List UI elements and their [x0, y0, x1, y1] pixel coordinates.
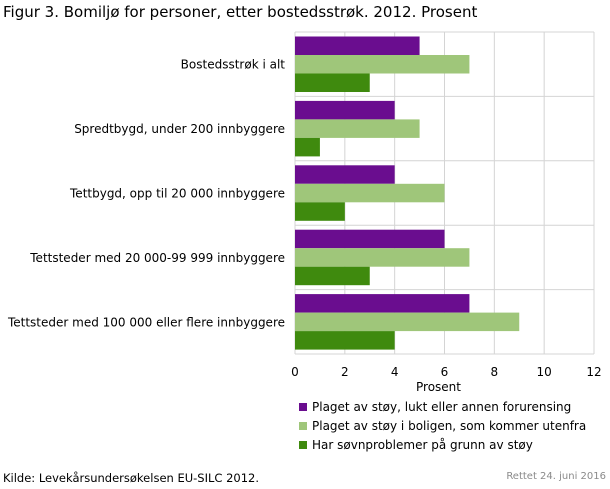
bar-5-3	[295, 331, 395, 350]
bar-4-2	[295, 248, 470, 267]
bar-3-1	[295, 165, 395, 184]
legend-swatch-3	[299, 441, 307, 449]
category-label: Bostedsstrøk i alt	[181, 58, 286, 72]
category-label: Tettsteder med 100 000 eller flere innby…	[7, 315, 285, 329]
x-tick-label: 10	[537, 365, 552, 379]
x-axis-ticks: 0 2 4 6 8 10 12	[291, 365, 601, 379]
x-tick-label: 6	[441, 365, 449, 379]
legend-label-1: Plaget av støy, lukt eller annen foruren…	[312, 400, 571, 414]
legend-swatch-2	[299, 422, 307, 430]
category-label: Spredtbygd, under 200 innbyggere	[74, 122, 285, 136]
bar-2-2	[295, 119, 420, 138]
category-label: Tettsteder med 20 000-99 999 innbyggere	[29, 251, 285, 265]
bar-4-3	[295, 266, 370, 286]
legend-label-3: Har søvnproblemer på grunn av støy	[312, 438, 533, 452]
bar-3-3	[295, 202, 345, 221]
legend-label-2: Plaget av støy i boligen, som kommer ute…	[312, 419, 586, 433]
bar-3-2	[295, 183, 445, 203]
legend-swatch-1	[299, 403, 307, 411]
bar-5-1	[295, 294, 470, 313]
legend: Plaget av støy, lukt eller annen foruren…	[299, 400, 586, 452]
bar-2-3	[295, 137, 320, 157]
x-tick-label: 2	[341, 365, 349, 379]
chart-title: Figur 3. Bomiljø for personer, etter bos…	[3, 3, 478, 21]
x-tick-label: 12	[586, 365, 601, 379]
bar-1-3	[295, 73, 370, 92]
revision-note: Rettet 24. juni 2016	[506, 471, 606, 482]
x-tick-label: 4	[391, 365, 399, 379]
bar-1-2	[295, 55, 470, 74]
x-tick-label: 8	[491, 365, 499, 379]
x-tick-label: 0	[291, 365, 299, 379]
bar-1-1	[295, 36, 420, 55]
bar-2-1	[295, 100, 395, 120]
bar-5-2	[295, 312, 520, 332]
source-note: Kilde: Levekårsundersøkelsen EU-SILC 201…	[3, 471, 259, 485]
category-labels: Bostedsstrøk i alt Spredtbygd, under 200 …	[7, 58, 285, 330]
x-axis-label: Prosent	[416, 380, 461, 394]
bar-4-1	[295, 229, 445, 249]
category-label: Tettbygd, opp til 20 000 innbyggere	[69, 187, 285, 201]
bars-layer	[295, 36, 520, 350]
